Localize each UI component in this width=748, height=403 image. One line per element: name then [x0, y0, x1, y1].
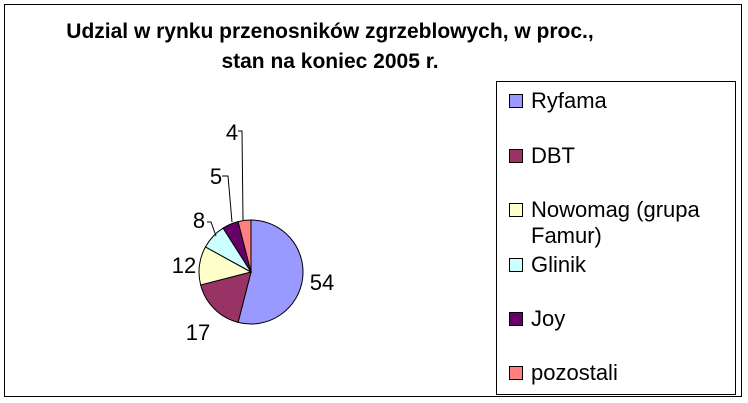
legend-swatch: [509, 203, 523, 217]
data-label-ryfama: 54: [310, 270, 334, 295]
legend-item-ryfama: Ryfama: [509, 88, 731, 114]
legend-swatch: [509, 312, 523, 326]
data-label-nowomag-grupa-famur: 12: [172, 253, 196, 278]
leader-line-pozostali: [238, 130, 244, 221]
legend-swatch: [509, 258, 523, 272]
chart-title: Udzial w rynku przenosników zgrzeblowych…: [66, 20, 594, 73]
legend-label: pozostali: [531, 360, 618, 385]
legend-item-pozostali: pozostali: [509, 360, 731, 386]
legend-item-glinik: Glinik: [509, 252, 731, 278]
pie-slice-pozostali: [237, 219, 252, 273]
legend-label: DBT: [531, 143, 575, 168]
legend: Ryfama DBT Nowomag (grupa Famur) Glinik Joy p…: [496, 81, 736, 395]
leader-line-glinik: [207, 221, 217, 237]
leader-line-joy: [222, 175, 233, 223]
data-label-glinik: 8: [193, 208, 205, 233]
legend-label: Ryfama: [531, 88, 607, 113]
legend-label: Nowomag (grupa Famur): [531, 197, 700, 248]
legend-swatch: [509, 94, 523, 108]
legend-item-joy: Joy: [509, 306, 731, 332]
legend-label: Glinik: [531, 252, 587, 277]
pie-slice-dbt: [200, 271, 252, 323]
data-label-joy: 5: [210, 164, 222, 189]
legend-swatch: [509, 149, 523, 163]
legend-label: Joy: [531, 306, 566, 331]
data-label-pozostali: 4: [226, 120, 238, 145]
pie-slice-ryfama: [237, 219, 304, 325]
legend-swatch: [509, 366, 523, 380]
legend-item-nowomag-grupa-famur: Nowomag (grupa Famur): [509, 197, 731, 249]
legend-item-dbt: DBT: [509, 143, 731, 169]
data-label-dbt: 17: [186, 320, 210, 345]
